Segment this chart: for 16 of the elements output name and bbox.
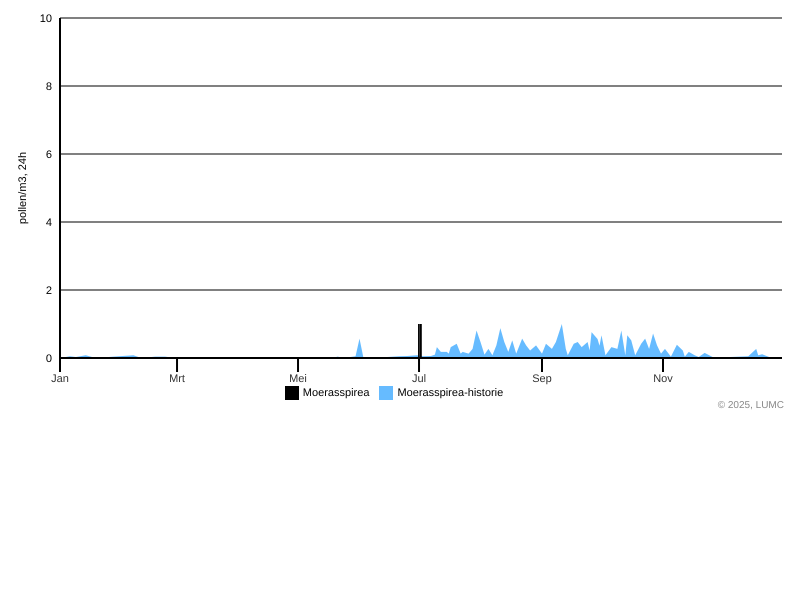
- y-tick-label: 8: [46, 80, 52, 93]
- x-tick-label: Mei: [289, 372, 307, 385]
- legend-label: Moerasspirea-historie: [397, 386, 504, 399]
- y-tick-label: 2: [46, 284, 52, 297]
- x-tick-label: Jul: [412, 372, 426, 385]
- x-tick-label: Nov: [653, 372, 674, 385]
- y-tick-label: 10: [40, 12, 52, 25]
- y-tick-label: 4: [46, 216, 52, 229]
- y-tick-label: 6: [46, 148, 52, 161]
- legend-label: Moerasspirea: [302, 386, 370, 399]
- y-axis-title: pollen/m3, 24h: [16, 152, 29, 224]
- text: © 2025, LUMC: [716, 400, 785, 411]
- x-tick-label: Sep: [532, 372, 552, 385]
- y-tick-label: 0: [46, 352, 52, 365]
- x-tick-label: Mrt: [169, 372, 185, 385]
- x-tick-label: Jan: [51, 372, 69, 385]
